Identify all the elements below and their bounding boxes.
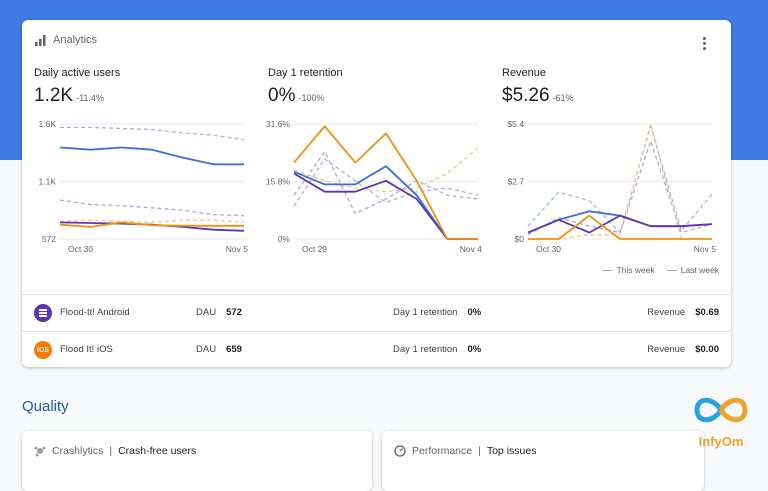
x-tick-label: Oct 30 [68, 244, 93, 254]
title-separator: | [478, 445, 481, 457]
x-tick-label: Nov 4 [460, 244, 482, 254]
y-tick-label: 0% [278, 234, 291, 244]
metric-label: Revenue [502, 67, 547, 79]
series-line-total-last-week [60, 126, 245, 141]
y-tick-label: 15.8% [266, 177, 291, 187]
series-line-total [293, 165, 478, 240]
revenue-label: Revenue [647, 344, 686, 355]
series-line-ios [59, 221, 244, 228]
metric-change: -11.4% [76, 93, 104, 103]
series-line-ios-last-week [293, 147, 479, 193]
series-line-ios [528, 214, 712, 240]
android-app-icon [34, 304, 52, 322]
y-tick-label: 572 [42, 234, 56, 244]
series-line-android-last-week [59, 199, 245, 217]
watermark-text: InfyOm [698, 434, 744, 449]
performance-icon [394, 445, 406, 457]
infyom-watermark: InfyOm [686, 393, 756, 449]
dau-value: 659 [226, 344, 242, 355]
metric-dau: Daily active users 1.2K -11.4% [34, 67, 120, 107]
dau-label: DAU [196, 344, 217, 355]
y-tick-label: 1.1K [39, 177, 57, 187]
analytics-header: Analytics [34, 34, 97, 46]
metric-value: 1.2K [34, 85, 74, 106]
metric-label: Daily active users [34, 67, 121, 79]
retention-label: Day 1 retention [393, 307, 458, 318]
performance-card[interactable]: Performance | Top issues [382, 431, 704, 491]
performance-label: Performance [412, 445, 473, 457]
y-tick-label: $0 [515, 234, 525, 244]
app-row-android[interactable]: Flood-It! Android DAU 572 Day 1 retention… [22, 294, 731, 331]
metric-revenue: Revenue $5.26 -61% [502, 67, 574, 107]
revenue-value: $0.00 [695, 344, 719, 355]
series-line-android [527, 214, 713, 234]
metric-label: Day 1 retention [268, 67, 343, 79]
metric-change: -100% [298, 93, 325, 103]
app-name: Flood It! iOS [60, 344, 113, 355]
series-line-ios [293, 125, 478, 240]
retention-value: 0% [467, 307, 482, 318]
crash-free-users-title: Crash-free users [118, 445, 197, 457]
series-line-ios-last-week [59, 219, 245, 224]
series-line-total [59, 146, 244, 166]
y-tick-label: $2.7 [507, 177, 524, 187]
bar-chart-icon [35, 35, 46, 46]
title-separator: | [109, 445, 113, 457]
top-issues-title: Top issues [486, 445, 537, 457]
series-line-total-last-week [293, 158, 479, 207]
x-tick-label: Oct 29 [302, 244, 327, 254]
crashlytics-card[interactable]: Crashlytics | Crash-free users [22, 431, 372, 491]
ios-app-icon: iOS [34, 341, 52, 359]
retention-value: 0% [467, 344, 482, 355]
chart-legend: This week Last week [602, 265, 719, 275]
y-tick-label: 31.6% [266, 120, 291, 129]
more-options-icon[interactable] [703, 37, 707, 52]
legend-last-week: Last week [680, 265, 719, 275]
crashlytics-label: Crashlytics [52, 445, 104, 457]
y-tick-label: $5.4 [507, 120, 524, 129]
metric-value: $5.26 [502, 85, 550, 106]
infinity-logo-icon [694, 397, 748, 423]
x-tick-label: Nov 5 [226, 244, 248, 254]
dau-chart[interactable]: 1.6K 1.1K 572 Oct 30 Nov 5 [30, 120, 254, 260]
revenue-value: $0.69 [695, 307, 719, 318]
analytics-card: Analytics Daily active users 1.2K -11.4% … [22, 20, 731, 367]
revenue-chart[interactable]: $5.4 $2.7 $0 Oct 30 Nov 5 [498, 120, 722, 260]
y-tick-label: 1.6K [39, 120, 57, 129]
dau-value: 572 [226, 307, 242, 318]
solid-line-swatch [602, 269, 613, 271]
dashed-line-swatch [666, 269, 677, 271]
crashlytics-icon [34, 446, 46, 457]
revenue-label: Revenue [647, 307, 686, 318]
dau-label: DAU [196, 307, 217, 318]
metric-change: -61% [552, 93, 574, 103]
legend-this-week: This week [616, 265, 655, 275]
app-row-ios[interactable]: iOS Flood It! iOS DAU 659 Day 1 retention… [22, 331, 731, 367]
retention-chart[interactable]: 31.6% 15.8% 0% Oct 29 Nov 4 [264, 120, 488, 260]
x-tick-label: Oct 30 [536, 244, 561, 254]
retention-label: Day 1 retention [393, 344, 458, 355]
app-name: Flood-It! Android [60, 307, 130, 318]
analytics-title: Analytics [53, 34, 98, 46]
quality-heading: Quality [22, 398, 69, 415]
series-line-android-last-week [293, 151, 479, 215]
metric-retention: Day 1 retention 0% -100% [268, 67, 343, 107]
metric-value: 0% [268, 85, 296, 106]
x-tick-label: Nov 5 [694, 244, 716, 254]
